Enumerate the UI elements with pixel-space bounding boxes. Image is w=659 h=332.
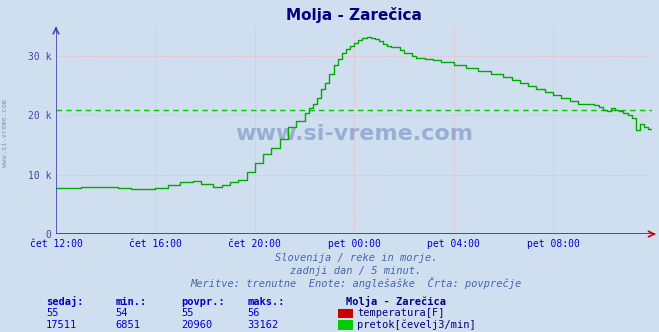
Text: 6851: 6851 <box>115 320 140 330</box>
Text: 56: 56 <box>247 308 260 318</box>
Text: 17511: 17511 <box>46 320 77 330</box>
Text: 33162: 33162 <box>247 320 278 330</box>
Text: sedaj:: sedaj: <box>46 296 84 307</box>
Text: Meritve: trenutne  Enote: anglešaške  Črta: povprečje: Meritve: trenutne Enote: anglešaške Črta… <box>190 277 521 289</box>
Title: Molja - Zarečica: Molja - Zarečica <box>286 7 422 23</box>
Text: pretok[čevelj3/min]: pretok[čevelj3/min] <box>357 319 476 330</box>
Text: 55: 55 <box>181 308 194 318</box>
Text: 20960: 20960 <box>181 320 212 330</box>
Text: min.:: min.: <box>115 297 146 307</box>
Text: www.si-vreme.com: www.si-vreme.com <box>2 99 9 167</box>
Text: temperatura[F]: temperatura[F] <box>357 308 445 318</box>
Text: povpr.:: povpr.: <box>181 297 225 307</box>
Text: zadnji dan / 5 minut.: zadnji dan / 5 minut. <box>290 266 422 276</box>
Text: Molja - Zarečica: Molja - Zarečica <box>346 296 446 307</box>
Text: maks.:: maks.: <box>247 297 285 307</box>
Text: 55: 55 <box>46 308 59 318</box>
Text: 54: 54 <box>115 308 128 318</box>
Text: www.si-vreme.com: www.si-vreme.com <box>235 124 473 144</box>
Text: Slovenija / reke in morje.: Slovenija / reke in morje. <box>275 253 437 263</box>
